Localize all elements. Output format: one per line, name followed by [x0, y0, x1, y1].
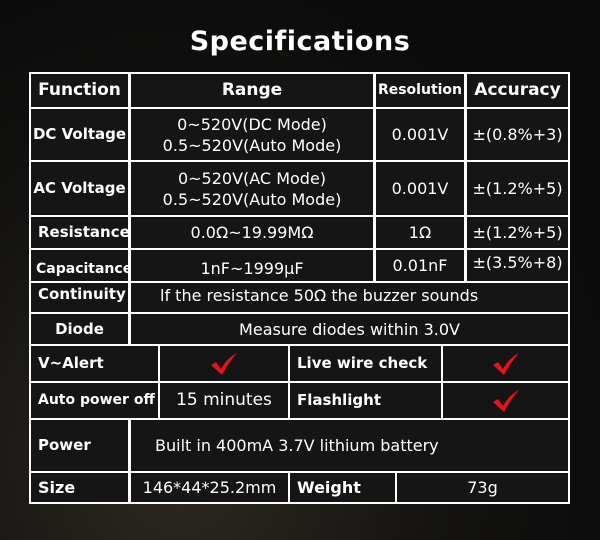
flashlight-value	[443, 383, 568, 418]
resistance-resolution: 1Ω	[376, 217, 464, 248]
auto-power-off-label: Auto power off	[31, 383, 158, 418]
power-label: Power	[31, 420, 128, 471]
header-range: Range	[131, 74, 373, 107]
header-function: Function	[31, 74, 128, 107]
header-accuracy: Accuracy	[467, 74, 568, 107]
dc-voltage-resolution: 0.001V	[376, 109, 464, 160]
v-alert-value	[160, 346, 288, 381]
live-wire-value	[443, 346, 568, 381]
range-line: 0~520V(DC Mode)	[177, 114, 327, 134]
diode-value: Measure diodes within 3.0V	[131, 314, 568, 344]
check-icon	[211, 352, 237, 375]
ac-voltage-resolution: 0.001V	[376, 162, 464, 215]
size-value: 146*44*25.2mm	[131, 473, 288, 502]
dc-voltage-range: 0~520V(DC Mode) 0.5~520V(Auto Mode)	[131, 109, 373, 160]
resistance-accuracy: ±(1.2%+5)	[467, 217, 568, 248]
capacitance-resolution: 0.01nF	[376, 250, 464, 281]
ac-voltage-range: 0~520V(AC Mode) 0.5~520V(Auto Mode)	[131, 162, 373, 215]
weight-value: 73g	[397, 473, 568, 502]
continuity-label: Continuity	[31, 283, 128, 312]
header-resolution: Resolution	[376, 74, 464, 107]
page-title: Specifications	[189, 26, 411, 57]
weight-label: Weight	[290, 473, 395, 502]
range-line: 0.5~520V(Auto Mode)	[162, 135, 342, 155]
auto-power-off-value: 15 minutes	[160, 383, 288, 418]
dc-voltage-label: DC Voltage	[31, 109, 128, 160]
resistance-label: Resistance	[31, 217, 130, 248]
capacitance-accuracy: ±(3.5%+8)	[467, 250, 568, 281]
capacitance-label: Capacitance	[31, 250, 132, 281]
v-alert-label: V~Alert	[31, 346, 158, 381]
live-wire-label: Live wire check	[290, 346, 441, 381]
range-line: 0.5~520V(Auto Mode)	[162, 189, 342, 209]
continuity-value: lf the resistance 50Ω the buzzer sounds	[131, 283, 568, 312]
diode-label: Diode	[31, 314, 128, 344]
range-line: 0~520V(AC Mode)	[177, 168, 327, 188]
dc-voltage-accuracy: ±(0.8%+3)	[467, 109, 568, 160]
ac-voltage-accuracy: ±(1.2%+5)	[467, 162, 568, 215]
size-label: Size	[31, 473, 128, 502]
power-value: Built in 400mA 3.7V lithium battery	[131, 420, 568, 471]
capacitance-range: 1nF~1999μF	[131, 250, 373, 281]
ac-voltage-label: AC Voltage	[31, 162, 128, 215]
spec-table: Function Range Resolution Accuracy DC Vo…	[29, 72, 570, 504]
resistance-range: 0.0Ω~19.99MΩ	[131, 217, 373, 248]
flashlight-label: Flashlight	[290, 383, 441, 418]
check-icon	[492, 352, 519, 375]
check-icon	[492, 389, 519, 412]
